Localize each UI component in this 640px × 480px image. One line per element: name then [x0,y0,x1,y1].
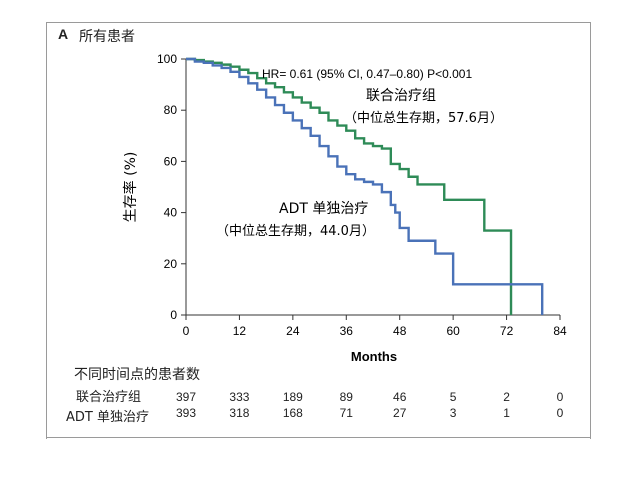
risk-cell: 397 [175,390,197,404]
figure-frame [46,22,591,439]
risk-cell: 5 [449,390,457,404]
y-tick-label: 60 [164,154,178,168]
x-tick-label: 36 [340,324,354,338]
series-line-combo [186,57,513,315]
y-tick-label: 100 [157,52,177,66]
x-tick-label: 84 [553,324,567,338]
risk-cell: 318 [229,406,250,420]
adt-median-label: （中位总生存期，44.0月） [216,224,375,239]
adt-series-label: ADT 单独治疗 [279,201,368,217]
risk-cell: 333 [229,390,250,404]
series-line-adt [186,57,544,315]
x-tick-label: 72 [500,324,514,338]
y-tick-label: 80 [164,103,178,117]
risk-cell: 189 [282,390,303,404]
x-tick-label: 12 [233,324,247,338]
y-axis-label: 生存率 (%) [122,152,139,223]
x-tick-label: 0 [183,324,190,338]
combo-median-label: （中位总生存期，57.6月） [344,111,503,126]
risk-cell: 2 [503,390,510,404]
x-axis-label: Months [351,349,397,364]
risk-cell: 89 [339,390,353,404]
x-tick-label: 48 [393,324,407,338]
x-tick-label: 24 [286,324,300,338]
hazard-ratio-annotation: HR= 0.61 (95% CI, 0.47–0.80) P<0.001 [262,67,472,81]
risk-cell: 27 [393,406,407,420]
risk-cell: 393 [175,406,197,420]
risk-cell: 168 [282,406,303,420]
panel-title: 所有患者 [79,29,135,45]
risk-cell: 0 [556,390,564,404]
axes [185,59,560,316]
risk-cell: 46 [393,390,407,404]
risk-cell: 0 [556,406,564,420]
risk-row-label-combo: 联合治疗组 [76,390,142,405]
risk-table-title: 不同时间点的患者数 [74,367,200,383]
risk-cell: 1 [503,406,510,420]
y-tick-label: 40 [164,206,178,220]
risk-row-label-adt: ADT 单独治疗 [66,410,149,425]
combo-series-label: 联合治疗组 [366,88,436,104]
risk-cell: 71 [339,406,353,420]
risk-cell: 3 [449,406,457,420]
y-tick-label: 0 [170,308,177,322]
x-tick-label: 60 [446,324,460,338]
y-tick-label: 20 [164,257,178,271]
figure-frame-bottom [46,437,590,438]
panel-letter: A [58,26,69,42]
